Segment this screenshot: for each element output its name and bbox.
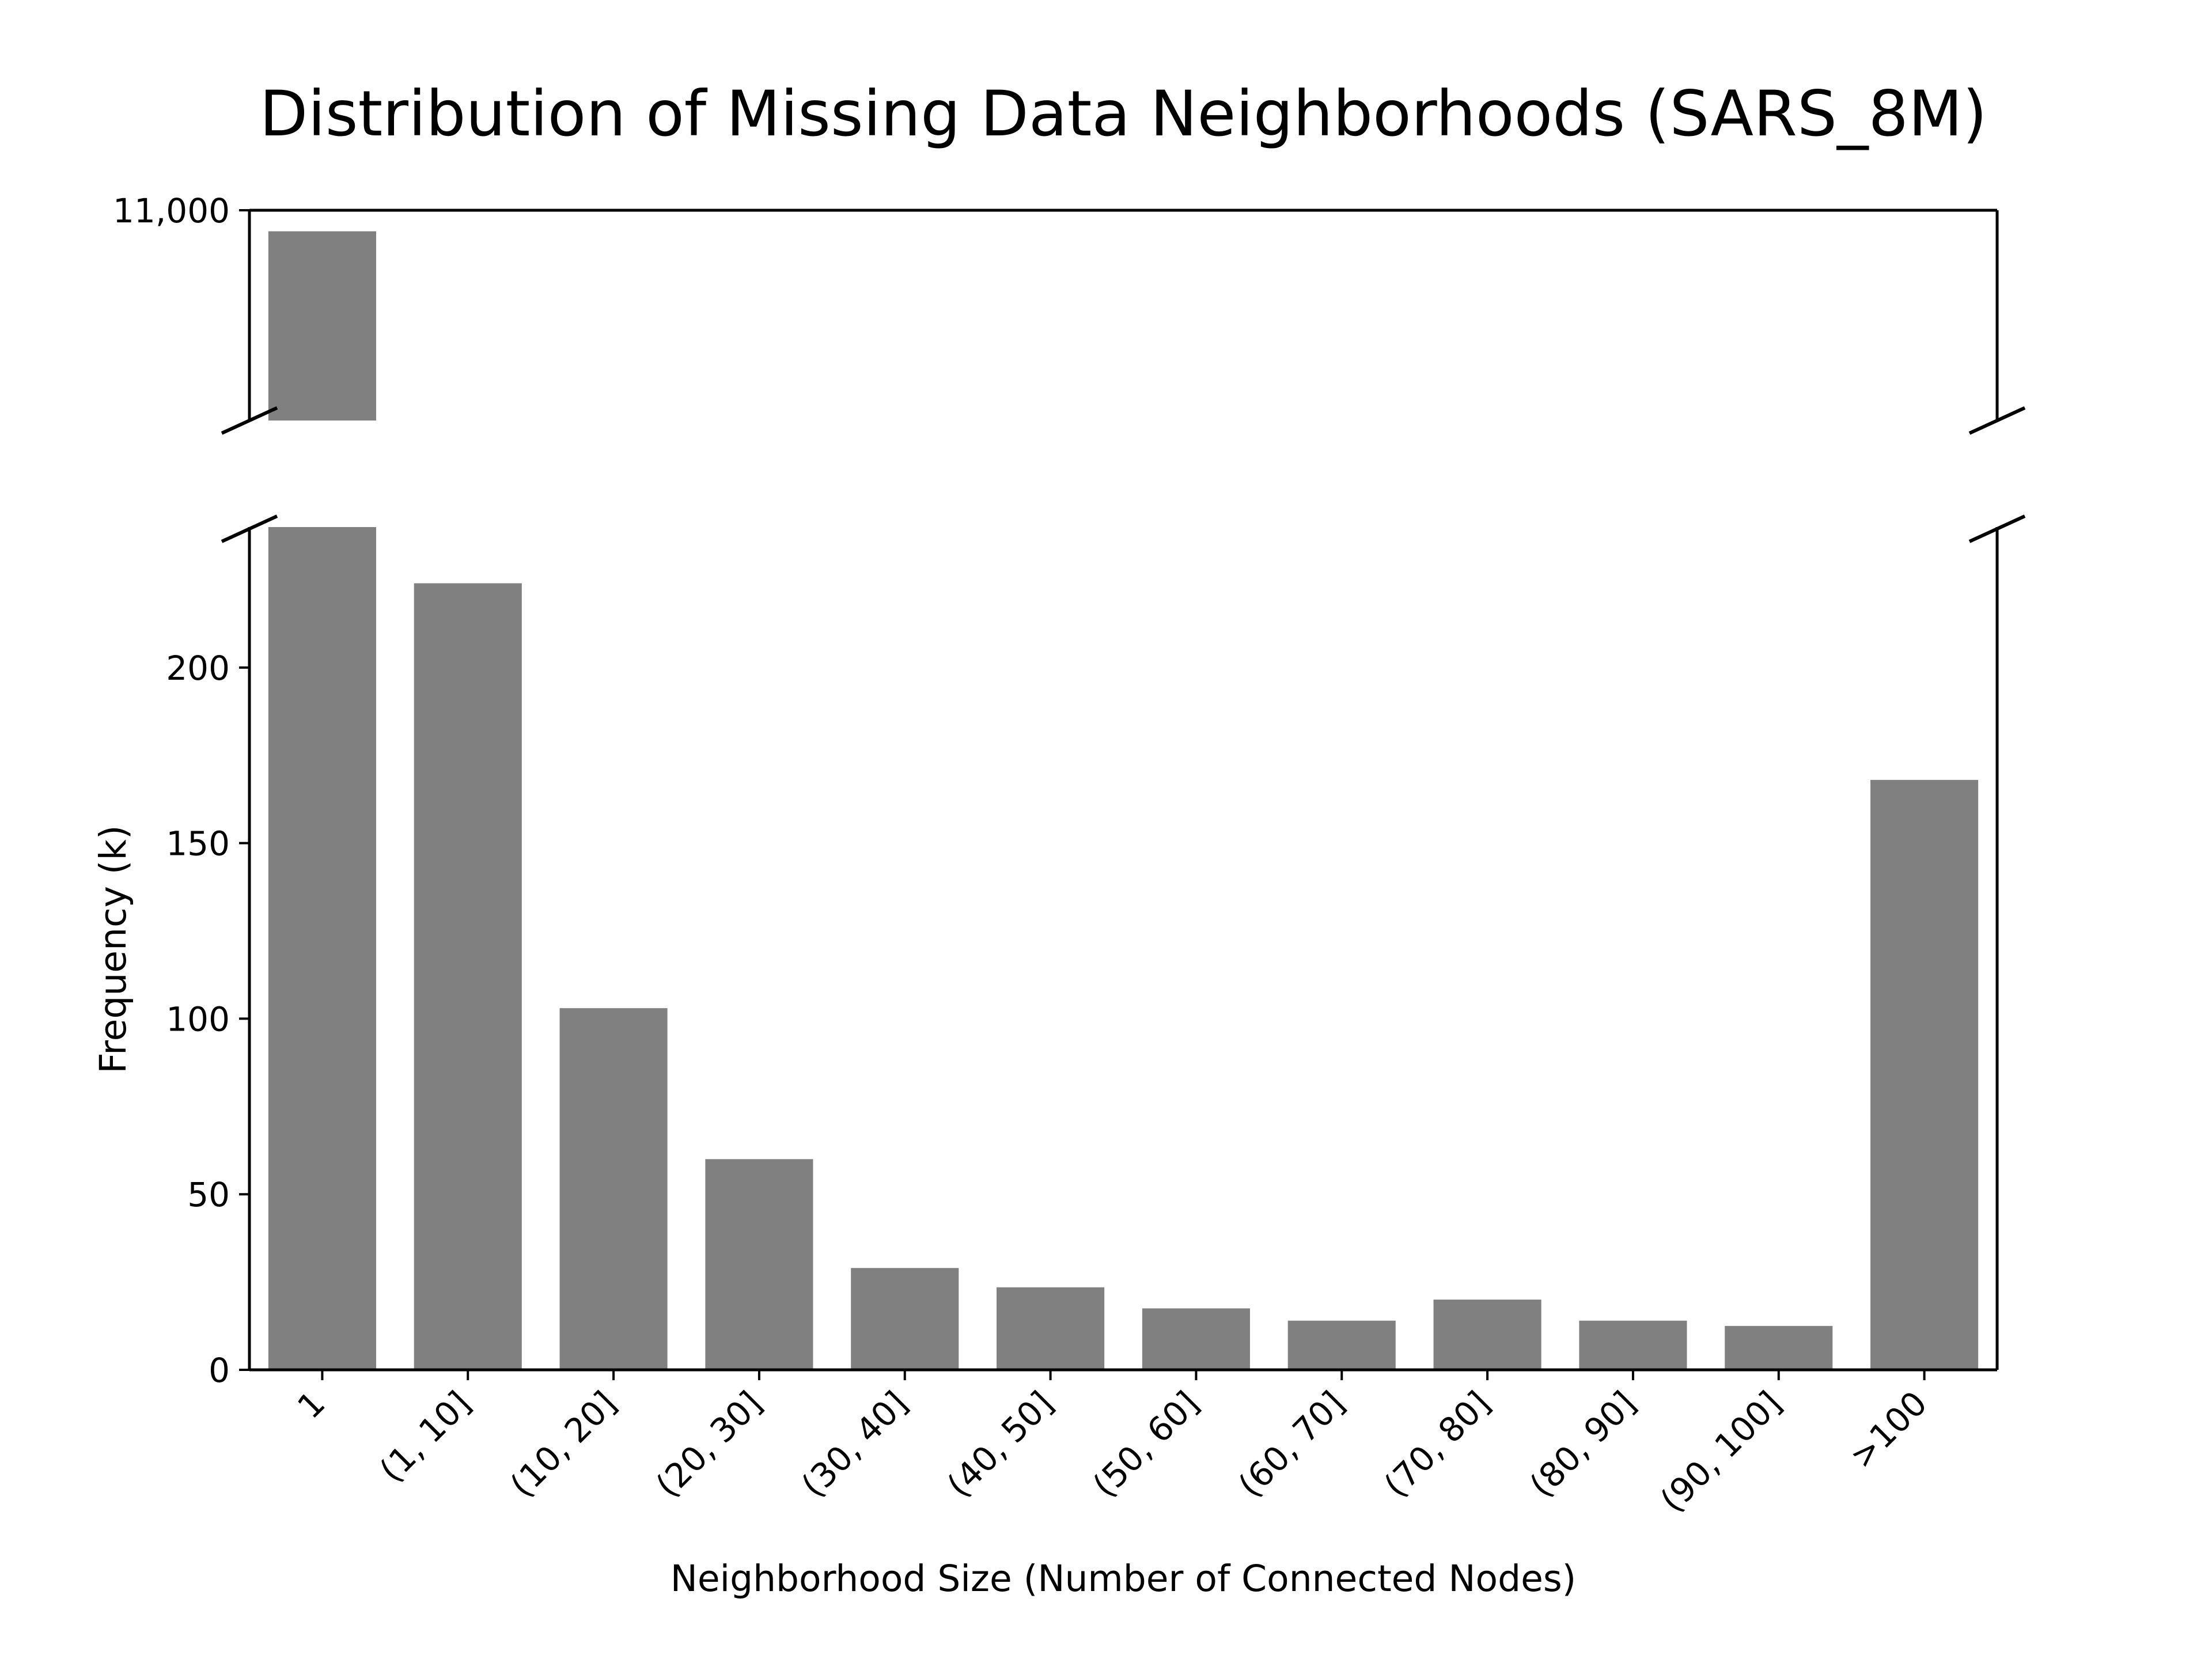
- y-axis-label: Frequency (k): [92, 825, 134, 1073]
- y-tick-label: 0: [209, 1351, 230, 1390]
- chart-title: Distribution of Missing Data Neighborhoo…: [260, 77, 1987, 150]
- break-marker-upper-right: [1968, 406, 2026, 435]
- y-tick-label-upper: 11,000: [113, 191, 230, 230]
- axis-break-markers: [221, 406, 2026, 543]
- upper-panel: 11,000: [113, 191, 1999, 421]
- break-marker-lower-left: [221, 514, 278, 543]
- y-tick-label: 100: [166, 999, 230, 1039]
- bar: [851, 1268, 959, 1370]
- x-tick-label: (60, 70]: [1231, 1384, 1353, 1505]
- x-tick-label: (40, 50]: [940, 1384, 1061, 1505]
- bar: [705, 1159, 813, 1370]
- bar: [1870, 779, 1979, 1370]
- x-tick-label: (50, 60]: [1085, 1384, 1207, 1505]
- bar: [1287, 1320, 1396, 1370]
- x-axis-label: Neighborhood Size (Number of Connected N…: [671, 1558, 1577, 1600]
- x-tick-label: >100: [1842, 1384, 1935, 1476]
- bar: [1142, 1308, 1250, 1370]
- y-tick-label: 50: [187, 1175, 230, 1214]
- break-marker-upper-left: [221, 406, 278, 435]
- x-tick-label: (1, 10]: [372, 1384, 478, 1490]
- x-tick-label: (30, 40]: [794, 1384, 915, 1505]
- bar: [414, 583, 522, 1370]
- bar-upper-segment: [268, 231, 376, 421]
- bar: [997, 1287, 1105, 1370]
- bar: [559, 1008, 668, 1370]
- bar: [1579, 1320, 1687, 1370]
- x-tick-label: (80, 90]: [1522, 1384, 1643, 1505]
- x-tick-label: (90, 100]: [1653, 1384, 1789, 1520]
- bar: [268, 527, 376, 1370]
- bar: [1433, 1300, 1541, 1370]
- y-tick-label: 200: [166, 649, 230, 688]
- x-tick-label: 1: [290, 1384, 332, 1426]
- lower-panel: 0 50 100 150 200 1 (1, 10] (10, 20] (20, 30] (30…: [166, 527, 1999, 1520]
- x-tick-label: (70, 80]: [1376, 1384, 1498, 1505]
- x-tick-label: (20, 30]: [648, 1384, 770, 1505]
- x-tick-label: (10, 20]: [502, 1384, 624, 1505]
- break-marker-lower-right: [1968, 514, 2026, 543]
- bar: [1725, 1325, 1833, 1370]
- y-tick-label: 150: [166, 824, 230, 863]
